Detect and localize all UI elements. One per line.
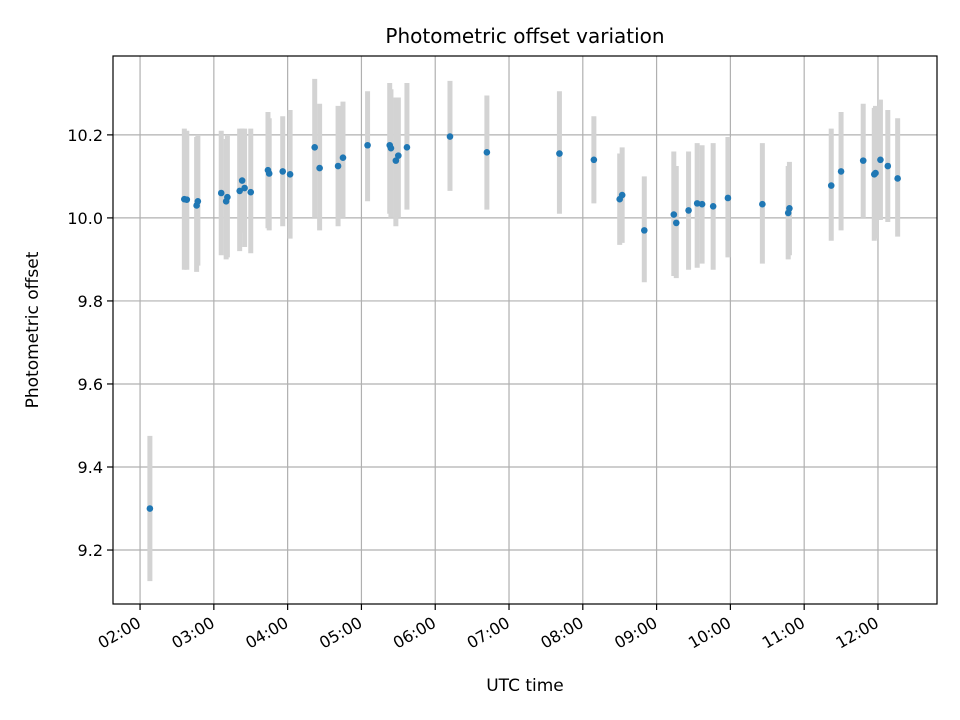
data-point	[387, 144, 395, 152]
data-point	[194, 198, 202, 205]
y-tick-label: 9.8	[78, 292, 103, 311]
y-tick-label: 9.4	[78, 458, 103, 477]
data-point	[877, 156, 884, 164]
data-point	[837, 168, 845, 175]
data-point	[334, 162, 342, 170]
data-point	[590, 156, 598, 164]
data-point	[672, 219, 680, 227]
data-point	[311, 144, 318, 151]
y-tick-label: 10.2	[67, 126, 103, 145]
data-point	[759, 200, 766, 208]
data-point	[238, 177, 246, 184]
data-point	[339, 154, 347, 162]
data-point	[247, 188, 255, 196]
data-point	[403, 144, 411, 151]
y-tick-label: 9.2	[78, 541, 103, 560]
y-axis-label: Photometric offset	[23, 251, 43, 408]
data-point	[392, 157, 400, 164]
chart-title: Photometric offset variation	[385, 24, 664, 48]
y-tick-label: 10.0	[67, 209, 103, 228]
data-point	[670, 211, 678, 218]
data-point	[483, 149, 491, 156]
data-point	[224, 193, 231, 201]
y-tick-label: 9.6	[78, 375, 103, 394]
data-point	[786, 205, 793, 212]
y-axis-ticks: 9.2 9.4 9.6 9.8 10.0 10.2	[67, 126, 113, 560]
data-point	[265, 170, 273, 177]
plot-frame	[112, 55, 938, 605]
data-point	[183, 196, 191, 203]
data-point	[698, 200, 706, 208]
data-point	[217, 189, 225, 197]
data-point	[364, 141, 371, 149]
data-point	[894, 175, 901, 182]
data-point	[279, 168, 287, 175]
data-point	[709, 202, 717, 210]
data-point	[685, 207, 692, 214]
data-point	[724, 194, 732, 202]
data-point	[827, 182, 835, 189]
data-point	[872, 169, 879, 177]
data-point	[640, 227, 648, 234]
x-axis-label: UTC time	[486, 676, 564, 696]
data-point	[286, 171, 294, 178]
data-point	[241, 184, 248, 192]
data-point	[693, 200, 701, 207]
data-point	[236, 187, 243, 195]
data-point	[884, 162, 892, 170]
data-points	[146, 133, 901, 512]
data-point	[859, 157, 867, 164]
data-point	[556, 150, 563, 157]
data-point	[618, 191, 626, 199]
data-point	[316, 164, 323, 172]
data-point	[395, 152, 402, 159]
data-point	[146, 505, 154, 512]
data-point	[446, 133, 454, 140]
